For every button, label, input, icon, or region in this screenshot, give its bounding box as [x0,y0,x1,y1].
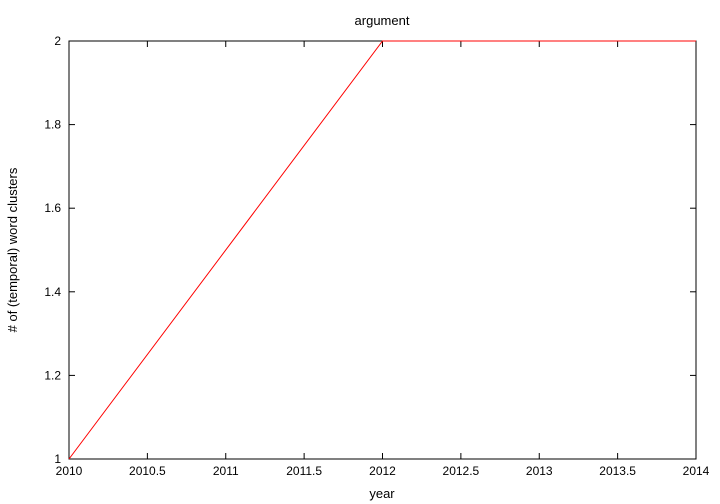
plot-frame [68,40,697,460]
x-tick-label: 2014 [683,464,710,478]
y-tick-label: 1.4 [44,285,61,299]
x-tick-label: 2011 [213,464,239,478]
y-tick-label: 2 [54,34,61,48]
x-tick-label: 2010 [56,464,83,478]
y-tick-label: 1.2 [44,368,61,382]
plot-area: 2010 2010.5 2011 2011.5 2012 2012.5 2013 2013.5… [44,34,709,478]
x-tick-label: 2011.5 [286,464,322,478]
x-tick-label: 2012 [369,464,396,478]
x-tick-label: 2013 [526,464,553,478]
x-tick-label: 2010.5 [129,464,166,478]
x-tick-label: 2012.5 [443,464,480,478]
y-tick-label: 1.8 [44,118,61,132]
y-axis-title: # of (temporal) word clusters [5,167,20,332]
x-axis-title: year [369,486,395,501]
series-line [68,40,696,460]
x-tick-label: 2013.5 [599,464,636,478]
chart-title: argument [355,13,410,28]
y-tick-label: 1.6 [44,201,61,215]
y-tick-label: 1 [54,452,61,466]
